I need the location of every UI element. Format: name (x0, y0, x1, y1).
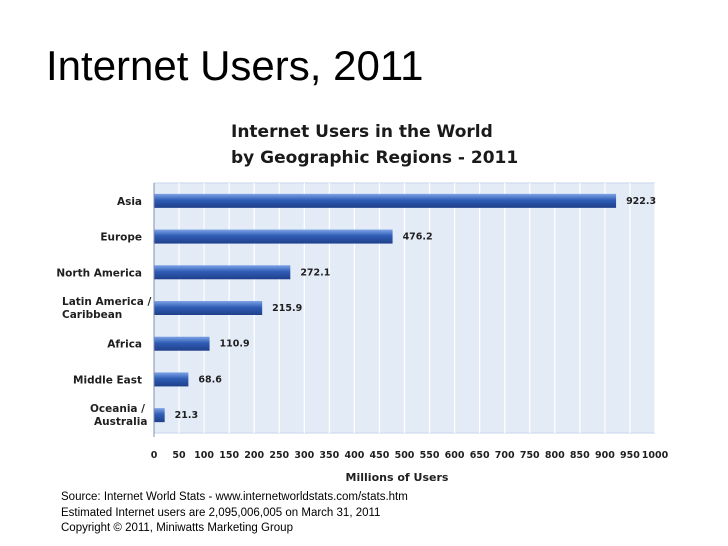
slide-title: Internet Users, 2011 (46, 42, 424, 89)
x-tick-label: 300 (294, 450, 314, 461)
chart-subtitle: by Geographic Regions - 2011 (231, 148, 518, 168)
category-label: Africa (107, 339, 142, 351)
x-tick-label: 850 (570, 450, 590, 461)
bars: 922.3 476.2 272.1 215.9 110.9 68.6 21.3 (154, 193, 656, 423)
gridlines (153, 183, 656, 433)
data-label: 922.3 (626, 196, 656, 207)
category-label: Latin America / Caribbean (62, 296, 151, 321)
x-tick-label: 650 (470, 450, 490, 461)
bar (154, 408, 165, 423)
bar (154, 336, 210, 351)
x-tick-labels: 0 50 100 150 200 250 300 350 400 450 500 550 600 650 7… (151, 450, 669, 461)
x-axis-label: Millions of Users (346, 471, 449, 484)
x-tick-label: 950 (620, 450, 640, 461)
data-label: 215.9 (272, 303, 302, 314)
x-tick-label: 50 (172, 450, 186, 461)
x-tick-label: 150 (219, 450, 239, 461)
bar (154, 301, 263, 315)
source-line: Source: Internet World Stats - www.inter… (61, 491, 408, 503)
x-tick-label: 700 (495, 450, 515, 461)
copyright-line: Copyright © 2011, Miniwatts Marketing Gr… (61, 522, 293, 534)
x-tick-label: 800 (545, 450, 565, 461)
x-tick-label: 200 (244, 450, 264, 461)
data-label: 476.2 (403, 232, 433, 243)
x-tick-label: 250 (269, 450, 289, 461)
x-tick-label: 400 (344, 450, 364, 461)
chart-title: Internet Users in the World (231, 122, 493, 142)
data-label: 21.3 (175, 410, 198, 421)
x-tick-label: 1000 (642, 450, 669, 461)
bar (154, 229, 393, 244)
x-tick-label: 100 (194, 450, 214, 461)
category-labels: Asia Europe North America Latin America / Ca… (56, 196, 151, 428)
category-label: Europe (100, 232, 142, 244)
x-tick-label: 0 (151, 450, 158, 461)
bar (154, 265, 291, 280)
source-note: Source: Internet World Stats - www.inter… (61, 490, 408, 537)
data-label: 272.1 (300, 267, 330, 278)
x-tick-label: 350 (319, 450, 339, 461)
category-label: North America (56, 267, 142, 279)
x-tick-label: 500 (395, 450, 415, 461)
bar (154, 372, 189, 387)
data-label: 110.9 (220, 339, 250, 350)
data-label: 68.6 (198, 374, 222, 385)
category-label: Oceania / Australia (90, 403, 147, 428)
x-tick-label: 600 (445, 450, 465, 461)
estimate-line: Estimated Internet users are 2,095,006,0… (61, 506, 381, 519)
category-label: Middle East (73, 374, 142, 386)
x-tick-label: 900 (595, 450, 615, 461)
x-tick-label: 550 (420, 450, 440, 461)
x-tick-label: 750 (520, 450, 540, 461)
category-label: Asia (117, 196, 142, 208)
bar (154, 193, 617, 208)
x-tick-label: 450 (370, 450, 390, 461)
